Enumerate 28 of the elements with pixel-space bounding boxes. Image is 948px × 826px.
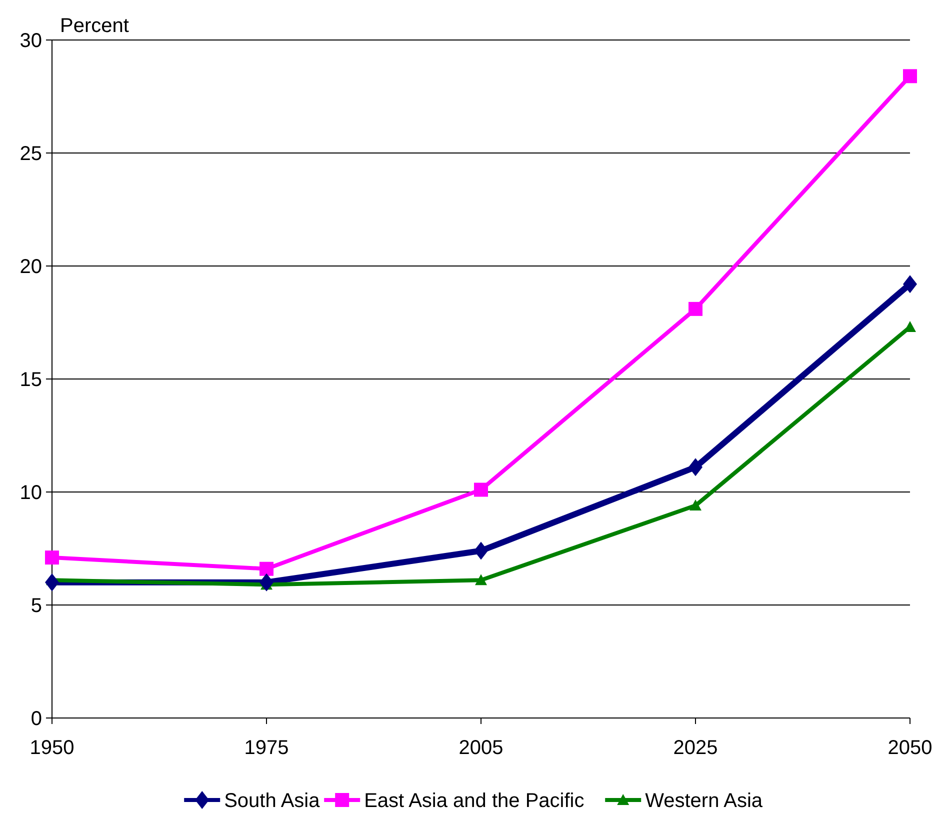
- y-tick-label: 30: [20, 30, 42, 52]
- legend-label: South Asia: [224, 790, 321, 812]
- x-tick-label: 1950: [30, 737, 74, 759]
- y-tick-label: 10: [20, 482, 42, 504]
- x-tick-label: 2005: [458, 737, 504, 759]
- x-tick-label: 2025: [673, 737, 718, 759]
- point: [474, 482, 488, 497]
- y-tick-label: 5: [30, 595, 42, 617]
- point: [260, 573, 274, 592]
- point: [688, 302, 702, 316]
- point: [903, 275, 917, 294]
- point: [475, 574, 487, 586]
- point: [690, 500, 702, 511]
- y-tick-label: 20: [20, 256, 42, 278]
- x-tick-label: 2050: [888, 737, 932, 759]
- point: [45, 550, 59, 565]
- legend-label: East Asia and the Pacific: [364, 790, 584, 812]
- point: [474, 542, 488, 560]
- legend-label: Western Asia: [645, 790, 764, 812]
- y-tick-label: 0: [30, 708, 42, 730]
- y-axis-title: Percent: [60, 15, 130, 37]
- point: [45, 573, 59, 592]
- point: [688, 458, 702, 476]
- point: [260, 562, 274, 576]
- x-tick-label: 1975: [244, 737, 289, 759]
- y-tick-label: 25: [20, 143, 42, 165]
- point: [903, 69, 917, 84]
- y-tick-label: 15: [20, 369, 42, 391]
